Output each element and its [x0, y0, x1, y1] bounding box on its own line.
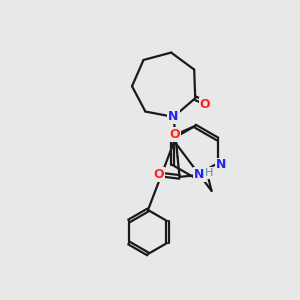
Text: O: O	[170, 128, 180, 140]
Text: N: N	[216, 158, 227, 172]
Text: N: N	[168, 110, 179, 123]
Text: O: O	[200, 98, 210, 111]
Text: O: O	[153, 168, 164, 182]
Text: H: H	[206, 168, 214, 178]
Text: N: N	[194, 168, 205, 182]
